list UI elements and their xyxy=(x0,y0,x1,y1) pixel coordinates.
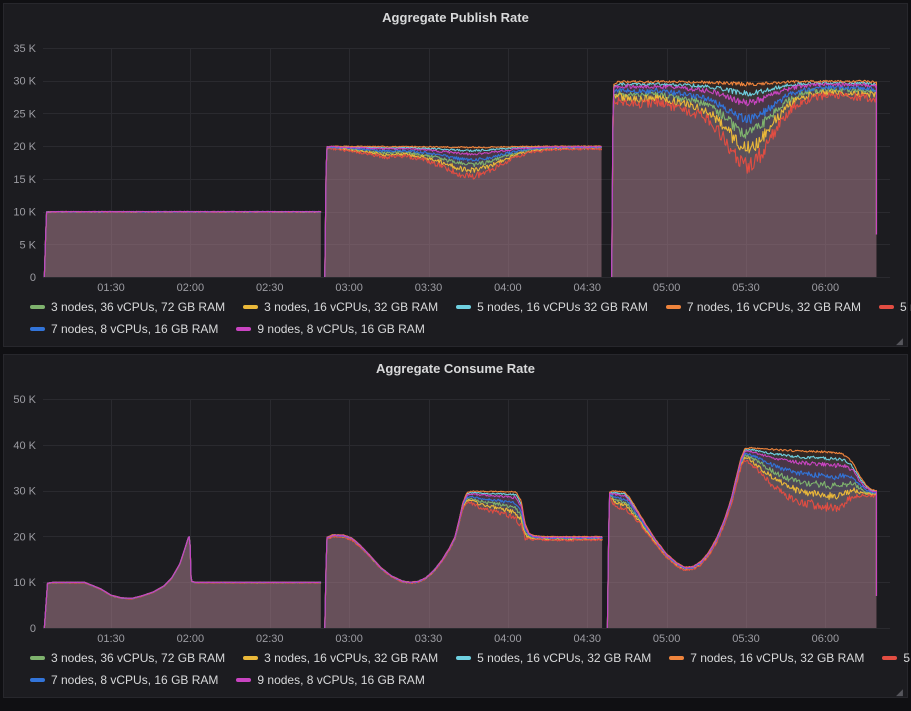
grafana-dashboard: Aggregate Publish Rate 3 nodes, 36 vCPUs… xyxy=(3,3,911,698)
publish-rate-chart[interactable] xyxy=(4,32,903,294)
legend-item[interactable]: 5 nodes, 16 vCPUs, 32 GB RAM xyxy=(456,651,651,665)
legend-item[interactable]: 7 nodes, 16 vCPUs, 32 GB RAM xyxy=(665,300,861,314)
panel-aggregate-consume-rate: Aggregate Consume Rate 3 nodes, 36 vCPUs… xyxy=(3,354,911,698)
series-color-swatch xyxy=(878,305,894,309)
series-color-swatch xyxy=(882,656,898,660)
legend-item[interactable]: 9 nodes, 8 vCPUs, 16 GB RAM xyxy=(236,322,425,336)
legend-item[interactable]: 5 nodes, 8 vCPUs, 16 GB RAM xyxy=(882,651,911,665)
legend-label: 5 nodes, 8 vCPUs, 16 GB RAM xyxy=(899,300,911,314)
panel-aggregate-publish-rate: Aggregate Publish Rate 3 nodes, 36 vCPUs… xyxy=(3,3,911,347)
legend-label: 5 nodes, 16 vCPUs, 32 GB RAM xyxy=(477,651,652,665)
series-color-swatch xyxy=(665,305,681,309)
legend-row: 3 nodes, 36 vCPUs, 72 GB RAM 3 nodes, 16 … xyxy=(30,296,911,318)
legend-label: 3 nodes, 36 vCPUs, 72 GB RAM xyxy=(51,651,226,665)
series-color-swatch xyxy=(243,305,259,309)
legend-label: 7 nodes, 8 vCPUs, 16 GB RAM xyxy=(51,673,219,687)
legend-label: 3 nodes, 36 vCPUs, 72 GB RAM xyxy=(51,300,226,314)
legend-item[interactable]: 3 nodes, 36 vCPUs, 72 GB RAM xyxy=(30,651,225,665)
series-color-swatch xyxy=(30,656,45,660)
legend-item[interactable]: 3 nodes, 16 vCPUs, 32 GB RAM xyxy=(243,651,438,665)
legend-item[interactable]: 7 nodes, 8 vCPUs, 16 GB RAM xyxy=(30,673,218,687)
series-color-swatch xyxy=(456,656,472,660)
panel-title[interactable]: Aggregate Consume Rate xyxy=(4,355,907,383)
panel-resize-handle-icon[interactable]: ◢ xyxy=(896,336,903,346)
legend-row: 7 nodes, 8 vCPUs, 16 GB RAM 9 nodes, 8 vC… xyxy=(30,318,907,340)
panel-title-text: Aggregate Publish Rate xyxy=(382,10,529,25)
legend-item[interactable]: 7 nodes, 16 vCPUs, 32 GB RAM xyxy=(669,651,864,665)
series-color-swatch xyxy=(236,678,252,682)
legend-label: 3 nodes, 16 vCPUs, 32 GB RAM xyxy=(264,651,439,665)
legend-label: 9 nodes, 8 vCPUs, 16 GB RAM xyxy=(257,322,425,336)
consume-rate-chart[interactable] xyxy=(4,383,903,645)
legend-label: 7 nodes, 16 vCPUs, 32 GB RAM xyxy=(690,651,865,665)
publish-rate-legend: 3 nodes, 36 vCPUs, 72 GB RAM 3 nodes, 16 … xyxy=(4,294,911,346)
legend-label: 5 nodes, 16 vCPUs 32 GB RAM xyxy=(477,300,648,314)
panel-title[interactable]: Aggregate Publish Rate xyxy=(4,4,907,32)
series-color-swatch xyxy=(456,305,472,309)
legend-label: 3 nodes, 16 vCPUs, 32 GB RAM xyxy=(264,300,439,314)
series-color-swatch xyxy=(30,678,45,682)
legend-label: 9 nodes, 8 vCPUs, 16 GB RAM xyxy=(257,673,425,687)
series-color-swatch xyxy=(243,656,259,660)
legend-label: 7 nodes, 16 vCPUs, 32 GB RAM xyxy=(686,300,861,314)
legend-item[interactable]: 5 nodes, 8 vCPUs, 16 GB RAM xyxy=(878,300,911,314)
legend-label: 7 nodes, 8 vCPUs, 16 GB RAM xyxy=(51,322,219,336)
consume-rate-legend: 3 nodes, 36 vCPUs, 72 GB RAM 3 nodes, 16 … xyxy=(4,645,911,697)
legend-item[interactable]: 5 nodes, 16 vCPUs 32 GB RAM xyxy=(456,300,648,314)
series-color-swatch xyxy=(30,327,45,331)
legend-row: 7 nodes, 8 vCPUs, 16 GB RAM 9 nodes, 8 vC… xyxy=(30,669,907,691)
legend-item[interactable]: 3 nodes, 16 vCPUs, 32 GB RAM xyxy=(243,300,438,314)
legend-label: 5 nodes, 8 vCPUs, 16 GB RAM xyxy=(903,651,911,665)
legend-item[interactable]: 9 nodes, 8 vCPUs, 16 GB RAM xyxy=(236,673,425,687)
series-color-swatch xyxy=(669,656,685,660)
panel-resize-handle-icon[interactable]: ◢ xyxy=(896,687,903,697)
legend-row: 3 nodes, 36 vCPUs, 72 GB RAM 3 nodes, 16 … xyxy=(30,647,911,669)
legend-item[interactable]: 7 nodes, 8 vCPUs, 16 GB RAM xyxy=(30,322,218,336)
panel-title-text: Aggregate Consume Rate xyxy=(376,361,535,376)
series-color-swatch xyxy=(30,305,45,309)
series-color-swatch xyxy=(236,327,252,331)
legend-item[interactable]: 3 nodes, 36 vCPUs, 72 GB RAM xyxy=(30,300,225,314)
